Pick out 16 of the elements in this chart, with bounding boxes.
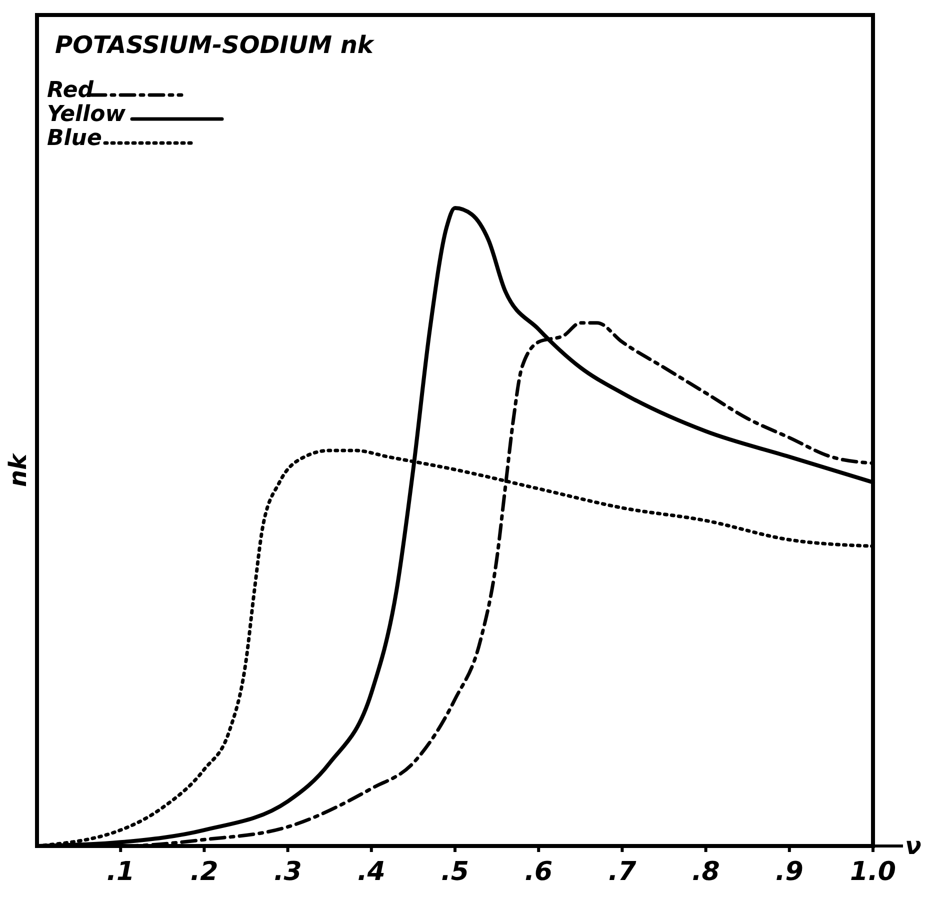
x-tick-label: 1.0 (850, 857, 896, 887)
x-tick-label: .5 (441, 857, 469, 887)
x-tick-label: .4 (357, 857, 386, 887)
chart-title: POTASSIUM-SODIUM nk (55, 31, 376, 59)
legend-label: Yellow (47, 102, 126, 127)
legend-label: Red (47, 78, 94, 103)
x-tick-label: .2 (190, 857, 218, 887)
x-tick-label: .9 (775, 857, 804, 887)
y-axis-title: nk (4, 452, 32, 488)
x-tick-label: .3 (274, 857, 302, 887)
x-axis-title: ν (905, 832, 922, 860)
x-tick-label: .8 (692, 857, 720, 887)
x-tick-label: .1 (106, 857, 135, 887)
legend-label: Blue (47, 126, 102, 151)
x-tick-label: .7 (608, 857, 638, 887)
x-tick-label: .6 (524, 857, 553, 887)
